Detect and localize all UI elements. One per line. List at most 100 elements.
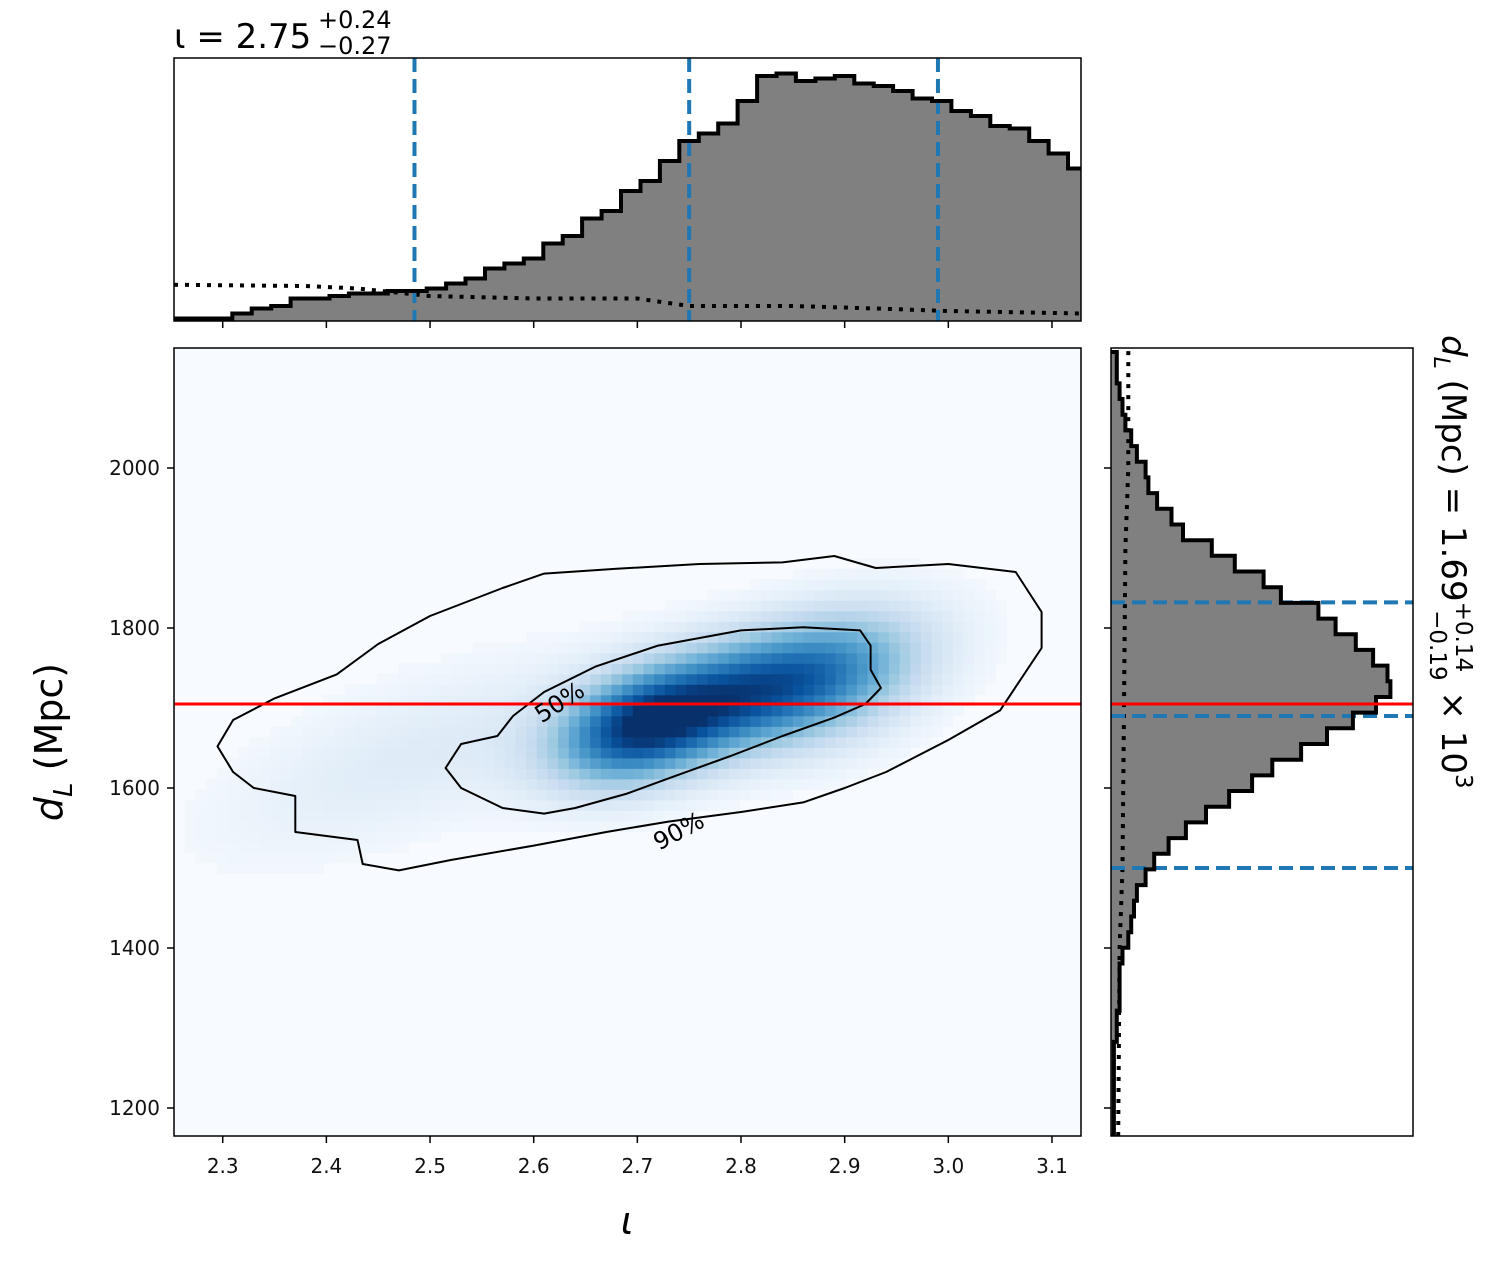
heatmap-cell [888,673,901,685]
heatmap-cell [835,589,847,601]
heatmap-cell [718,694,730,706]
heatmap-cell [195,789,207,801]
heatmap-cell [888,631,901,643]
heatmap-cell [867,600,879,612]
heatmap-cell [718,621,730,633]
heatmap-cell [963,673,975,685]
heatmap-cell [888,621,901,633]
heatmap-cell [323,789,335,801]
heatmap-cell [878,726,890,738]
heatmap-cell [867,579,879,591]
heatmap-cell [408,747,421,759]
heatmap-cell [259,831,271,843]
heatmap-cell [696,684,709,696]
top-prior-line [174,282,1081,316]
heatmap-cell [910,715,922,727]
heatmap-cell [536,684,549,696]
heatmap-cell [611,652,623,664]
heatmap-cell [494,789,506,801]
heatmap-cell [931,726,943,738]
heatmap-cell [376,726,389,738]
heatmap-cell [600,757,613,769]
heatmap-cell [632,768,645,780]
heatmap-cell [814,610,826,622]
heatmap-cell [824,715,837,727]
heatmap-cell [440,694,453,706]
heatmap-cell [344,810,356,822]
heatmap-cell [728,673,741,685]
heatmap-cell [526,705,538,717]
heatmap-cell [238,852,250,864]
heatmap-cell [782,589,794,601]
heatmap-cell [846,579,858,591]
heatmap-cell [728,631,741,643]
heatmap-cell [462,810,474,822]
heatmap-cell [910,736,922,748]
heatmap-cell [579,642,591,654]
heatmap-cell [728,621,741,633]
heatmap-cell [483,820,495,832]
heatmap-cell [686,799,698,811]
heatmap-cell [579,715,591,727]
heatmap-cell [504,810,517,822]
heatmap-cell [366,757,378,769]
heatmap-cell [558,768,570,780]
heatmap-cell [600,778,613,790]
heatmap-cell [451,673,463,685]
heatmap-cell [643,789,655,801]
heatmap-cell [920,694,933,706]
heatmap-cell [803,747,815,759]
joint-panel: 50%90% 2.3 2.4 2.5 2.6 2.7 2.8 2.9 3.0 3.1 12001… [27,347,1082,1243]
heatmap-cell [494,652,506,664]
heatmap-cell [803,589,815,601]
heatmap-cell [472,673,485,685]
heatmap-cell [782,747,794,759]
heatmap-cell [920,568,933,580]
heatmap-cell [931,600,943,612]
heatmap-cell [867,558,879,570]
heatmap-cell [622,726,634,738]
heatmap-cell [654,694,666,706]
heatmap-cell [899,684,911,696]
heatmap-cell [387,747,399,759]
heatmap-cell [600,642,613,654]
heatmap-cell [952,621,965,633]
heatmap-cell [526,778,538,790]
heatmap-cell [654,799,666,811]
heatmap-cell [803,631,815,643]
heatmap-cell [664,726,677,738]
heatmap-cell [216,799,228,811]
heatmap-cell [739,715,751,727]
heatmap-cell [814,778,826,790]
heatmap-cell [259,778,271,790]
heatmap-cell [984,600,997,612]
heatmap-cell [814,736,826,748]
heatmap-cell [782,600,794,612]
heatmap-cell [824,579,837,591]
heatmap-cell [323,810,335,822]
heatmap-cell [451,726,463,738]
heatmap-cell [963,663,975,675]
heatmap-cell [398,778,410,790]
heatmap-cell [355,705,367,717]
heatmap-cell [718,705,730,717]
heatmap-cell [910,684,922,696]
heatmap-cell [878,757,890,769]
heatmap-cell [686,789,698,801]
heatmap-cell [451,705,463,717]
heatmap-cell [643,652,655,664]
heatmap-cell [334,694,346,706]
heatmap-cell [824,673,837,685]
heatmap-cell [472,652,485,664]
heatmap-cell [376,757,389,769]
x-tick-label: 2.9 [829,1154,861,1178]
heatmap-cell [590,621,602,633]
heatmap-cell [622,757,634,769]
heatmap-cell [270,862,282,874]
heatmap-cell [686,736,698,748]
heatmap-cell [547,736,559,748]
heatmap-cell [910,673,922,685]
heatmap-cell [856,715,869,727]
heatmap-cell [483,663,495,675]
heatmap-cell [995,652,1007,664]
